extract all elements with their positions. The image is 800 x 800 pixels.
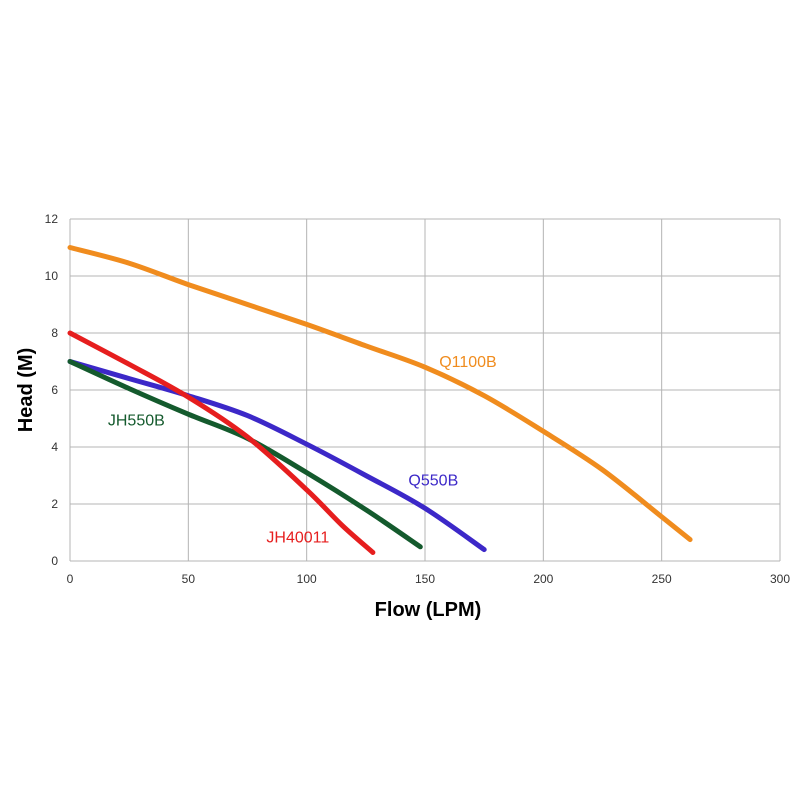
grid <box>69 218 781 562</box>
series-lines <box>67 245 693 555</box>
series-line-q1100b <box>67 245 693 543</box>
series-label-jh550b: JH550B <box>108 413 165 430</box>
y-tick-label: 0 <box>51 554 58 568</box>
series-label-jh40011: JH40011 <box>266 529 329 546</box>
series-line-jh550b <box>67 359 423 550</box>
series-line-jh40011 <box>67 330 376 555</box>
series-line-q550b <box>67 359 487 553</box>
x-tick-label: 200 <box>533 572 553 586</box>
x-tick-label: 150 <box>415 572 435 586</box>
series-label-q550b: Q550B <box>408 472 458 489</box>
y-tick-label: 10 <box>45 269 59 283</box>
y-tick-label: 4 <box>51 440 58 454</box>
x-tick-label: 50 <box>182 572 196 586</box>
y-tick-label: 8 <box>51 326 58 340</box>
series-label-q1100b: Q1100B <box>439 354 497 371</box>
x-tick-label: 250 <box>652 572 672 586</box>
y-tick-label: 12 <box>45 212 59 226</box>
tick-labels: 0 50 100 150 200 250 300 0 2 4 6 8 10 12 <box>45 212 791 586</box>
x-tick-label: 100 <box>297 572 317 586</box>
y-axis-title: Head (M) <box>15 348 37 432</box>
y-tick-label: 6 <box>51 383 58 397</box>
x-tick-label: 0 <box>67 572 74 586</box>
y-tick-label: 2 <box>51 497 58 511</box>
x-axis-title: Flow (LPM) <box>375 599 482 621</box>
x-tick-label: 300 <box>770 572 790 586</box>
series-labels: Q1100B Q550B JH550B JH40011 <box>108 354 497 546</box>
